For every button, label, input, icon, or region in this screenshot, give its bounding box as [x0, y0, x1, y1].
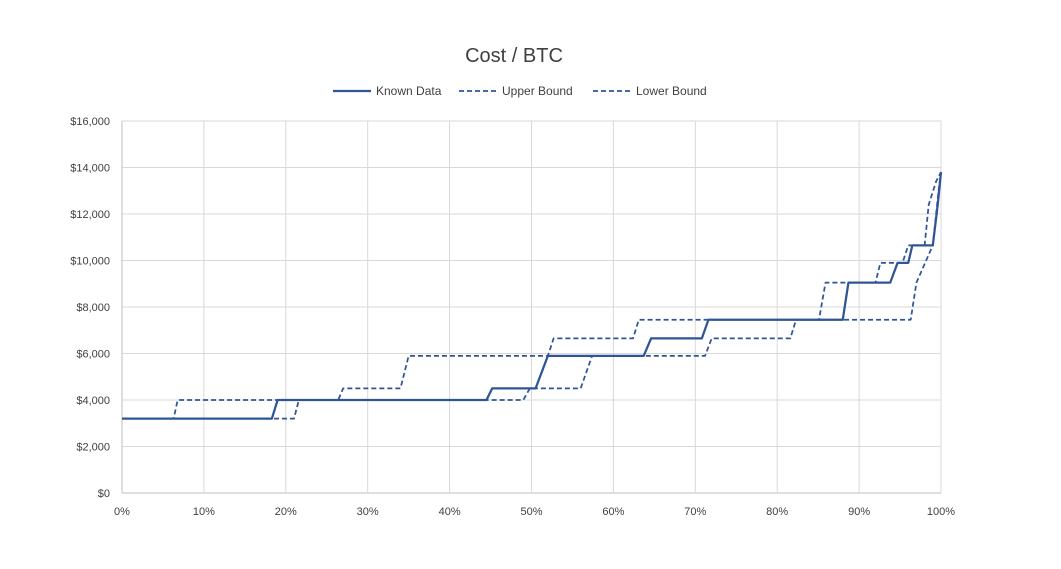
series-lines — [122, 171, 943, 420]
x-tick-label: 10% — [193, 506, 215, 518]
y-tick-label: $4,000 — [76, 395, 110, 407]
x-tick-label: 60% — [602, 506, 624, 518]
series-line-lower-bound — [122, 172, 942, 420]
y-tick-label: $6,000 — [76, 349, 110, 361]
y-tick-label: $2,000 — [76, 442, 110, 454]
legend-label: Upper Bound — [502, 84, 573, 98]
y-tick-label: $10,000 — [70, 256, 110, 268]
x-tick-label: 40% — [439, 506, 461, 518]
x-tick-label: 80% — [766, 506, 788, 518]
legend: Known Data Upper Bound Lower Bound — [333, 84, 707, 98]
series-line-known-data — [122, 172, 943, 420]
legend-label: Known Data — [376, 84, 442, 98]
x-axis-ticks: 0% 10% 20% 30% 40% 50% 60% 70% 80% 90% 100% — [114, 506, 955, 518]
x-tick-label: 90% — [848, 506, 870, 518]
x-tick-label: 30% — [357, 506, 379, 518]
legend-label: Lower Bound — [636, 84, 707, 98]
y-axis-ticks: $0 $2,000 $4,000 $6,000 $8,000 $10,000 $12,000… — [70, 116, 110, 500]
gridlines — [121, 120, 942, 494]
y-tick-label: $12,000 — [70, 209, 110, 221]
chart-title: Cost / BTC — [465, 45, 563, 67]
y-tick-label: $14,000 — [70, 163, 110, 175]
x-tick-label: 20% — [275, 506, 297, 518]
y-tick-label: $16,000 — [70, 116, 110, 128]
y-tick-label: $8,000 — [76, 302, 110, 314]
x-tick-label: 100% — [927, 506, 955, 518]
x-tick-label: 0% — [114, 506, 130, 518]
y-tick-label: $0 — [98, 488, 110, 500]
x-tick-label: 50% — [520, 506, 542, 518]
x-tick-label: 70% — [684, 506, 706, 518]
series-line-upper-bound — [122, 171, 942, 420]
